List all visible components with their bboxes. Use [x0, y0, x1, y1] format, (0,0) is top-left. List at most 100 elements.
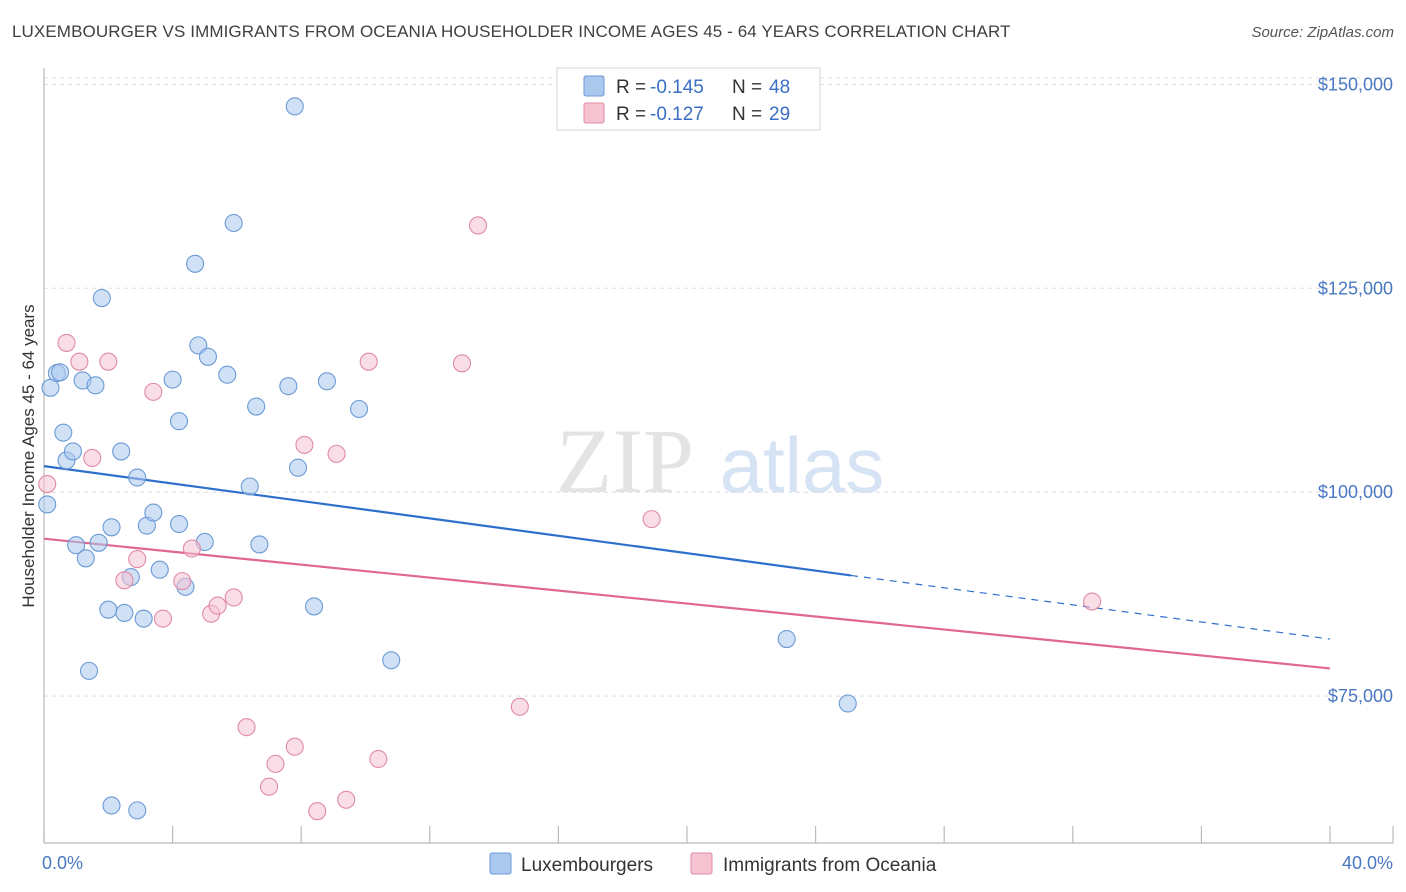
- oceania-point: [308, 802, 327, 821]
- luxembourger-point: [76, 549, 95, 568]
- luxembourger-point: [288, 458, 308, 477]
- y-tick-label: $125,000: [1318, 278, 1393, 298]
- series-legend: Luxembourgers Immigrants from Oceania: [489, 852, 937, 876]
- oceania-point: [173, 572, 192, 591]
- luxembourger-point: [250, 535, 269, 554]
- luxembourger-point: [838, 694, 857, 713]
- luxembourger-point: [112, 442, 131, 461]
- oceania-point: [295, 435, 314, 454]
- oceania-point: [38, 475, 57, 494]
- luxembourger-point: [51, 363, 70, 382]
- luxembourger-point: [169, 412, 189, 431]
- oceania-point: [224, 588, 243, 607]
- y-axis-label: Householder Income Ages 45 - 64 years: [19, 304, 38, 607]
- luxembourger-point: [163, 370, 182, 389]
- axes: [43, 68, 1394, 844]
- luxembourger-point: [382, 651, 401, 670]
- oceania-point: [369, 749, 388, 769]
- legend-n-label-2: N =: [732, 104, 762, 125]
- bottom-legend-swatch-pink: [690, 852, 713, 875]
- oceania-point: [642, 510, 661, 529]
- oceania-point: [83, 448, 102, 467]
- luxembourger-trend-extension: [850, 574, 1331, 640]
- chart-title: LUXEMBOURGER VS IMMIGRANTS FROM OCEANIA …: [12, 22, 1011, 41]
- luxembourger-point: [99, 600, 118, 619]
- luxembourger-point: [279, 377, 298, 396]
- luxembourger-point: [128, 801, 147, 820]
- data-points: [38, 97, 1102, 821]
- legend-n-value-1: 48: [769, 77, 790, 98]
- bottom-legend-swatch-blue: [489, 852, 512, 875]
- oceania-point: [57, 333, 76, 352]
- y-tick-label: $150,000: [1318, 74, 1393, 94]
- luxembourger-point: [247, 397, 266, 416]
- oceania-point: [115, 571, 134, 590]
- source-credit: Source: ZipAtlas.com: [1251, 24, 1394, 41]
- luxembourger-point: [67, 536, 86, 555]
- luxembourger-point: [285, 97, 304, 116]
- bottom-legend-label-luxembourgers: Luxembourgers: [521, 855, 653, 876]
- luxembourger-point: [115, 603, 134, 622]
- x-tick-label-min: 0.0%: [42, 853, 83, 873]
- legend-swatch-pink: [583, 102, 605, 124]
- legend-r-label-1: R =: [616, 77, 646, 98]
- bottom-legend-label-oceania: Immigrants from Oceania: [723, 855, 937, 876]
- oceania-point: [259, 777, 279, 796]
- luxembourger-point: [150, 560, 169, 579]
- luxembourger-point: [305, 597, 324, 616]
- luxembourger-point: [777, 630, 796, 649]
- luxembourger-point: [198, 347, 218, 366]
- oceania-point: [468, 216, 488, 235]
- luxembourger-trend-line: [43, 465, 852, 577]
- oceania-trend-line: [43, 537, 1331, 670]
- oceania-point: [144, 382, 163, 401]
- luxembourger-point: [102, 796, 121, 815]
- legend-r-value-1: -0.145: [650, 77, 704, 98]
- oceania-point: [182, 539, 201, 558]
- oceania-point: [1083, 592, 1102, 611]
- correlation-legend: R = -0.145 N = 48 R = -0.127 N = 29: [556, 67, 821, 131]
- oceania-point: [359, 352, 378, 371]
- watermark-zip: ZIP: [556, 410, 694, 512]
- luxembourger-point: [54, 423, 73, 442]
- luxembourger-point: [134, 609, 153, 628]
- oceania-point: [70, 352, 89, 371]
- x-tick-label-max: 40.0%: [1342, 853, 1393, 873]
- oceania-point: [99, 352, 118, 371]
- luxembourger-point: [144, 503, 163, 522]
- luxembourger-point: [89, 533, 108, 552]
- oceania-point: [153, 609, 173, 628]
- oceania-point: [128, 550, 147, 569]
- oceania-point: [337, 790, 356, 809]
- luxembourger-point: [186, 254, 205, 273]
- luxembourger-point: [79, 661, 99, 680]
- trend-lines: [43, 465, 1331, 670]
- legend-r-label-2: R =: [616, 104, 646, 125]
- luxembourger-point: [128, 468, 147, 487]
- oceania-point: [327, 444, 346, 463]
- oceania-point: [208, 596, 227, 615]
- oceania-point: [285, 737, 304, 756]
- luxembourger-point: [38, 495, 57, 514]
- luxembourger-point: [102, 518, 121, 537]
- watermark-atlas: atlas: [720, 421, 885, 509]
- legend-n-value-2: 29: [769, 104, 790, 125]
- luxembourger-point: [86, 376, 105, 395]
- legend-swatch-blue: [583, 75, 605, 97]
- y-tick-label: $100,000: [1318, 482, 1393, 502]
- luxembourger-point: [63, 442, 82, 461]
- luxembourger-point: [240, 477, 259, 496]
- grid-lines: [44, 77, 1393, 697]
- luxembourger-point: [317, 372, 336, 391]
- luxembourger-point: [224, 213, 243, 233]
- legend-n-label-1: N =: [732, 77, 762, 98]
- y-tick-labels: $75,000 $100,000 $125,000 $150,000: [1318, 74, 1393, 706]
- luxembourger-point: [350, 399, 369, 419]
- luxembourger-point: [169, 514, 189, 534]
- oceania-point: [266, 754, 285, 773]
- oceania-point: [510, 697, 529, 716]
- oceania-point: [237, 718, 256, 737]
- oceania-point: [452, 354, 472, 373]
- luxembourger-point: [92, 289, 111, 308]
